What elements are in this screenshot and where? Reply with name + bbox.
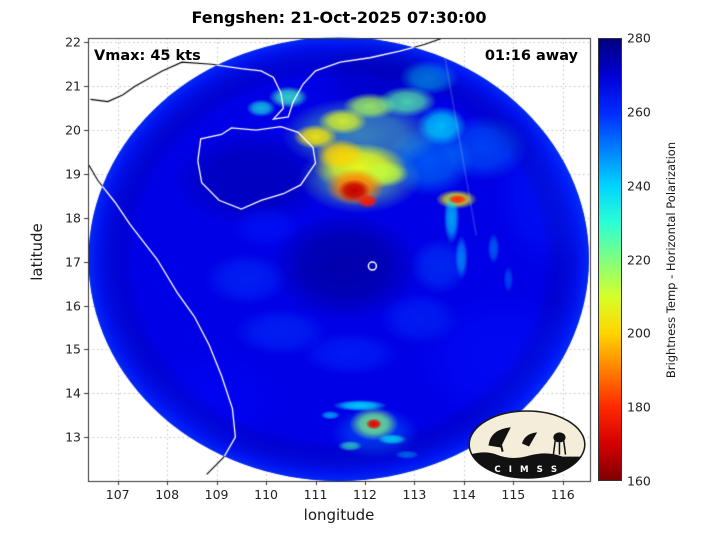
y-tick-label: 21 [65, 78, 81, 94]
x-tick-label: 114 [451, 487, 476, 502]
y-axis-label: latitude [27, 223, 46, 281]
x-tick-label: 111 [303, 487, 328, 502]
y-tick-label: 14 [65, 385, 81, 401]
logo-text: C I M S S [494, 465, 559, 475]
x-axis-label: longitude [303, 506, 375, 524]
x-tick-label: 109 [204, 487, 229, 502]
x-tick-label: 116 [550, 487, 575, 502]
colorbar-tick-label: 160 [627, 473, 651, 489]
x-tick-label: 115 [501, 487, 526, 502]
vmax-annotation: Vmax: 45 kts [94, 48, 201, 64]
time-away-annotation: 01:16 away [484, 48, 578, 64]
cimss-logo: C I M S S [468, 410, 586, 479]
x-tick-label: 107 [105, 487, 130, 502]
colorbar-tick-label: 180 [627, 399, 651, 415]
colorbar-label: Brightness Temp - Horizontal Polarizatio… [664, 141, 678, 379]
y-tick-label: 20 [65, 122, 81, 138]
x-tick-label: 112 [353, 487, 377, 502]
colorbar-tick-label: 220 [627, 252, 651, 267]
colorbar-tick-label: 260 [627, 104, 651, 120]
x-tick-label: 108 [155, 487, 180, 502]
colorbar [598, 38, 622, 481]
x-tick-label: 113 [402, 487, 427, 502]
y-tick-label: 17 [65, 254, 81, 270]
chart-title: Fengshen: 21-Oct-2025 07:30:00 [191, 8, 487, 27]
x-tick-label: 110 [254, 487, 278, 502]
colorbar-tick-label: 280 [627, 30, 651, 46]
y-tick-label: 15 [65, 341, 81, 357]
y-tick-label: 13 [65, 429, 81, 445]
y-tick-label: 18 [65, 210, 81, 226]
y-tick-label: 16 [65, 298, 81, 314]
y-tick-label: 19 [65, 166, 81, 182]
y-tick-label: 22 [65, 34, 81, 50]
colorbar-tick-label: 240 [627, 178, 651, 194]
colorbar-tick-label: 200 [627, 325, 651, 341]
